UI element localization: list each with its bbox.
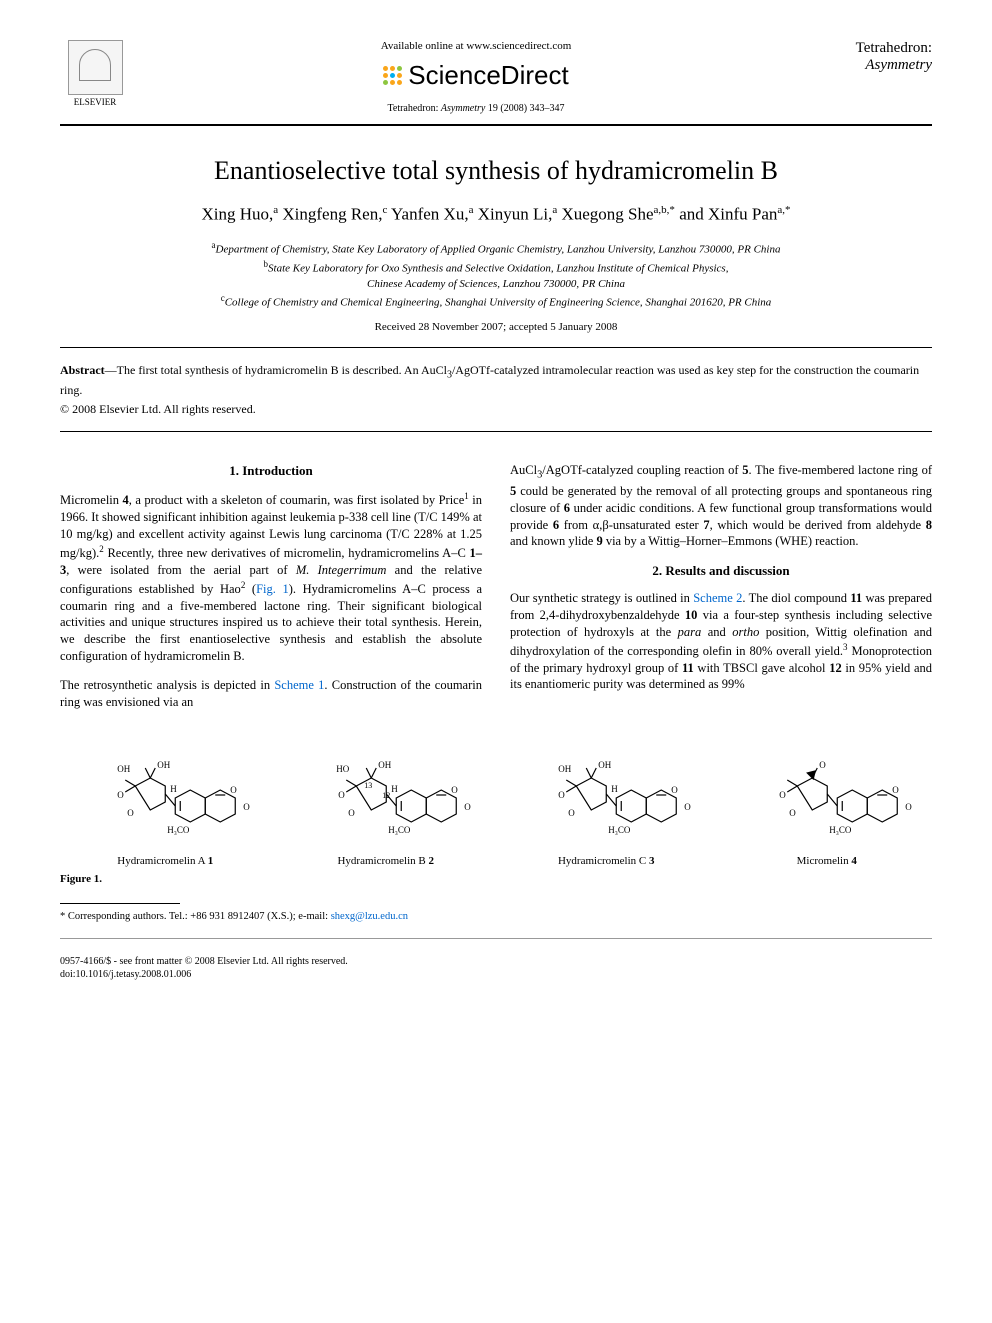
results-heading: 2. Results and discussion (510, 562, 932, 580)
svg-text:H: H (391, 784, 398, 794)
svg-text:O: O (451, 785, 458, 795)
svg-text:OH: OH (598, 760, 611, 770)
journal-line1: Tetrahedron: (822, 40, 932, 57)
svg-text:O: O (348, 808, 355, 818)
footnote-text: * Corresponding authors. Tel.: +86 931 8… (60, 911, 331, 922)
svg-text:OH: OH (558, 764, 571, 774)
molecule-1-svg: OHOH H OO H₃CO OO (60, 738, 271, 848)
affiliation-a: aDepartment of Chemistry, State Key Labo… (60, 239, 932, 258)
molecule-3: OHOH H OO H₃CO OO Hydramicromelin C 3 (501, 738, 712, 867)
molecule-2: HOOH H 1312 OO H₃CO OO Hydramicromelin B… (281, 738, 492, 867)
figure-1-row: OHOH H OO H₃CO OO Hydramicromelin A 1 HO… (60, 738, 932, 867)
molecule-4-svg: O OO H₃CO OO (722, 738, 933, 848)
footer-block: 0957-4166/$ - see front matter © 2008 El… (60, 955, 932, 981)
journal-title-block: Tetrahedron: Asymmetry (822, 40, 932, 74)
svg-text:12: 12 (382, 791, 390, 800)
svg-text:O: O (464, 802, 471, 812)
molecule-3-svg: OHOH H OO H₃CO OO (501, 738, 712, 848)
footer-rule (60, 938, 932, 939)
citation-line: Tetrahedron: Asymmetry 19 (2008) 343–347 (150, 103, 802, 114)
molecule-4: O OO H₃CO OO Micromelin 4 (722, 738, 933, 867)
svg-text:OH: OH (157, 760, 170, 770)
svg-text:H: H (611, 784, 618, 794)
available-online-text: Available online at www.sciencedirect.co… (150, 40, 802, 52)
center-header: Available online at www.sciencedirect.co… (130, 40, 822, 114)
svg-text:O: O (117, 790, 124, 800)
journal-line2: Asymmetry (822, 57, 932, 74)
abstract-rule-top (60, 347, 932, 348)
footnote-separator (60, 903, 180, 904)
svg-text:O: O (779, 790, 786, 800)
affiliation-b2: Chinese Academy of Sciences, Lanzhou 730… (60, 277, 932, 292)
svg-text:O: O (789, 808, 796, 818)
svg-text:H₃CO: H₃CO (388, 825, 411, 835)
abstract-rule-bottom (60, 431, 932, 432)
figure-1-label: Figure 1. (60, 873, 932, 885)
affiliation-b1: bState Key Laboratory for Oxo Synthesis … (60, 258, 932, 277)
svg-text:H₃CO: H₃CO (829, 825, 852, 835)
authors-line: Xing Huo,a Xingfeng Ren,c Yanfen Xu,a Xi… (60, 204, 932, 225)
results-p1: Our synthetic strategy is outlined in Sc… (510, 590, 932, 693)
footnote-email-link[interactable]: shexg@lzu.edu.cn (331, 911, 408, 922)
svg-text:HO: HO (336, 764, 349, 774)
col2-p1: AuCl3/AgOTf-catalyzed coupling reaction … (510, 462, 932, 550)
molecule-1: OHOH H OO H₃CO OO Hydramicromelin A 1 (60, 738, 271, 867)
svg-text:O: O (905, 802, 912, 812)
svg-text:O: O (338, 790, 345, 800)
svg-text:13: 13 (364, 781, 372, 790)
header-rule (60, 124, 932, 126)
svg-text:O: O (230, 785, 237, 795)
svg-text:O: O (127, 808, 134, 818)
svg-text:H: H (170, 784, 177, 794)
svg-text:H₃CO: H₃CO (608, 825, 631, 835)
mol-1-caption: Hydramicromelin A 1 (60, 855, 271, 867)
received-line: Received 28 November 2007; accepted 5 Ja… (60, 321, 932, 333)
intro-heading: 1. Introduction (60, 462, 482, 480)
mol-2-caption: Hydramicromelin B 2 (281, 855, 492, 867)
elsevier-logo: ELSEVIER (60, 40, 130, 107)
svg-text:O: O (558, 790, 565, 800)
footer-line1: 0957-4166/$ - see front matter © 2008 El… (60, 955, 932, 968)
molecule-2-svg: HOOH H 1312 OO H₃CO OO (281, 738, 492, 848)
svg-text:O: O (671, 785, 678, 795)
sciencedirect-logo: ScienceDirect (383, 60, 568, 91)
article-title: Enantioselective total synthesis of hydr… (60, 156, 932, 186)
affiliations-block: aDepartment of Chemistry, State Key Labo… (60, 239, 932, 312)
publisher-name: ELSEVIER (60, 97, 130, 107)
paper-header: ELSEVIER Available online at www.science… (60, 40, 932, 114)
intro-p2: The retrosynthetic analysis is depicted … (60, 677, 482, 711)
sd-dots-icon (383, 66, 402, 85)
intro-p1: Micromelin 4, a product with a skeleton … (60, 490, 482, 665)
corresponding-footnote: * Corresponding authors. Tel.: +86 931 8… (60, 910, 932, 924)
svg-text:O: O (819, 760, 826, 770)
svg-text:O: O (684, 802, 691, 812)
affiliation-c: cCollege of Chemistry and Chemical Engin… (60, 292, 932, 311)
abstract-text: Abstract—The first total synthesis of hy… (60, 362, 932, 398)
elsevier-tree-icon (68, 40, 123, 95)
svg-text:O: O (243, 802, 250, 812)
footer-line2: doi:10.1016/j.tetasy.2008.01.006 (60, 968, 932, 981)
svg-text:OH: OH (378, 760, 391, 770)
copyright-line: © 2008 Elsevier Ltd. All rights reserved… (60, 402, 932, 417)
svg-text:OH: OH (117, 764, 130, 774)
mol-4-caption: Micromelin 4 (722, 855, 933, 867)
mol-3-caption: Hydramicromelin C 3 (501, 855, 712, 867)
svg-text:O: O (568, 808, 575, 818)
svg-text:O: O (892, 785, 899, 795)
svg-text:H₃CO: H₃CO (167, 825, 190, 835)
sd-brand-text: ScienceDirect (408, 60, 568, 91)
body-columns: 1. Introduction Micromelin 4, a product … (60, 462, 932, 714)
